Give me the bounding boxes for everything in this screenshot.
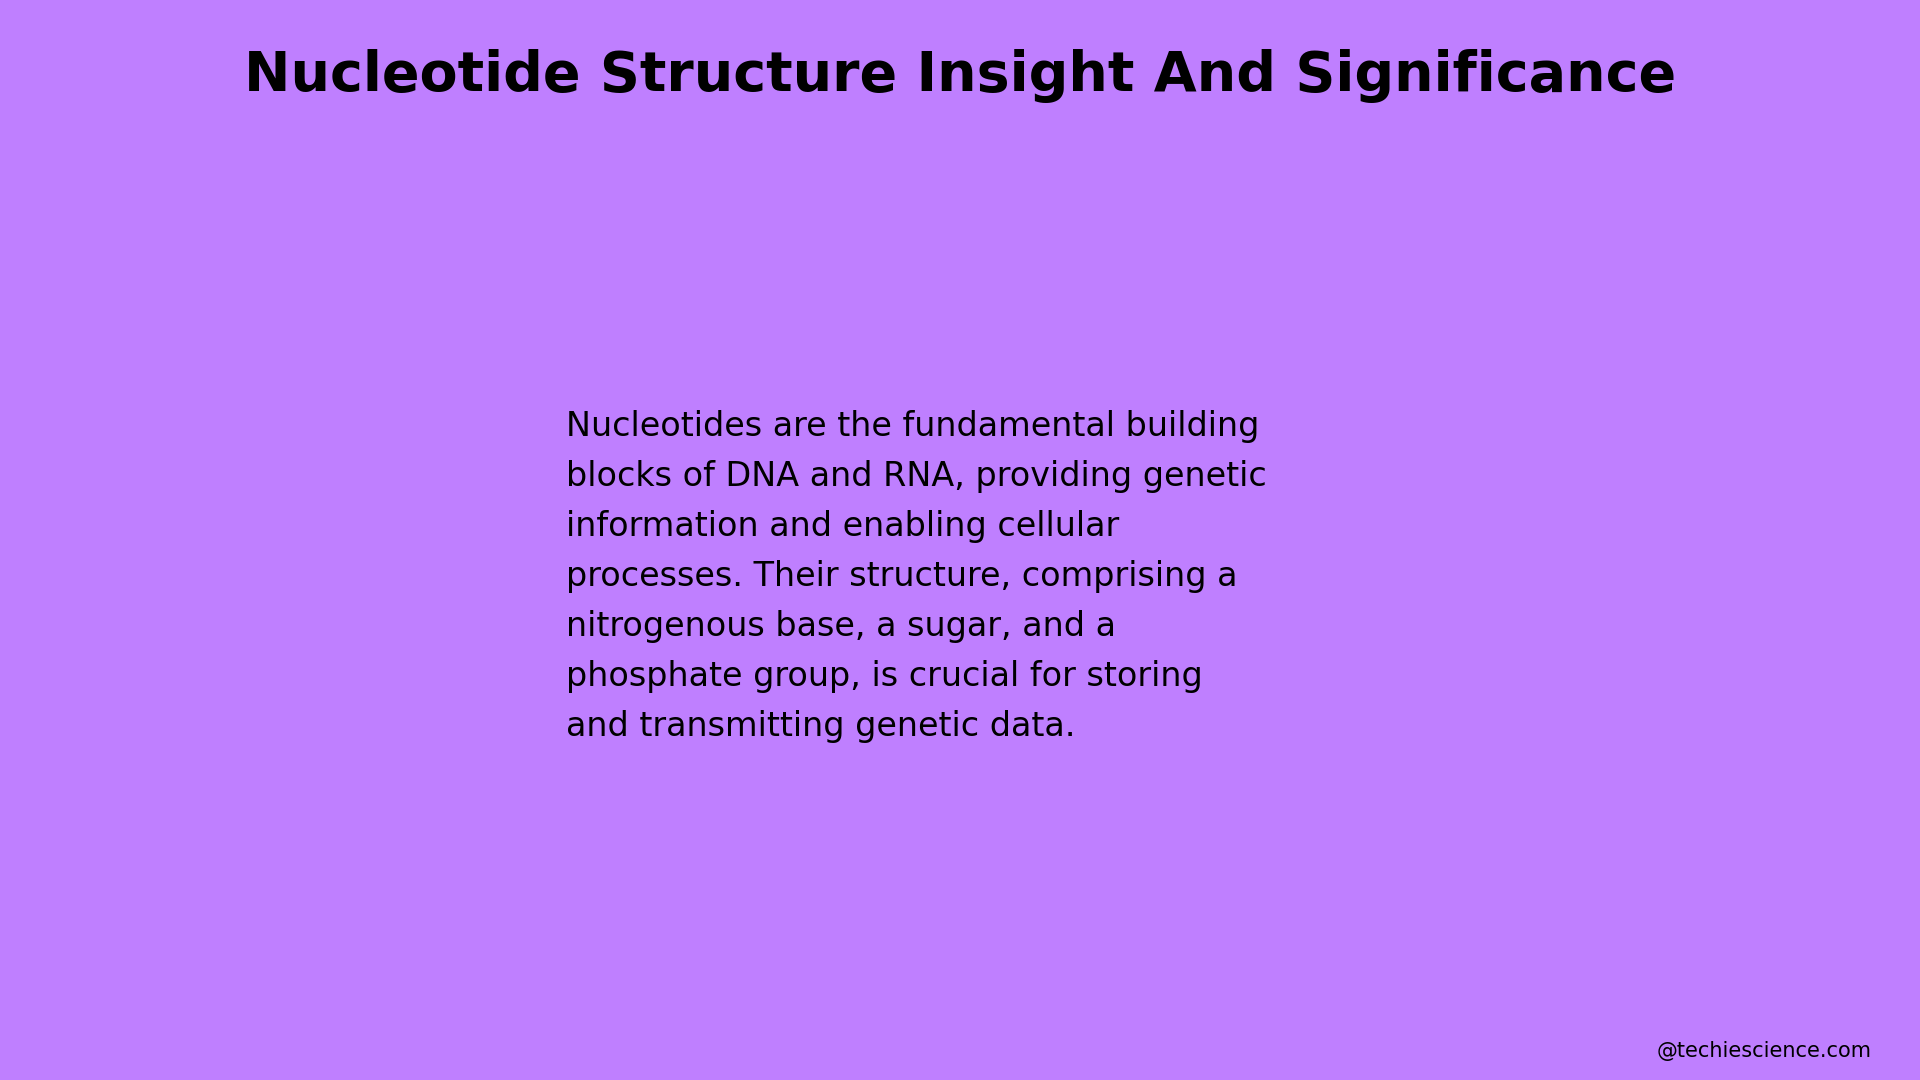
Text: @techiescience.com: @techiescience.com <box>1657 1040 1872 1061</box>
Text: Nucleotides are the fundamental building
blocks of DNA and RNA, providing geneti: Nucleotides are the fundamental building… <box>566 410 1267 743</box>
Text: Nucleotide Structure Insight And Significance: Nucleotide Structure Insight And Signifi… <box>244 49 1676 103</box>
